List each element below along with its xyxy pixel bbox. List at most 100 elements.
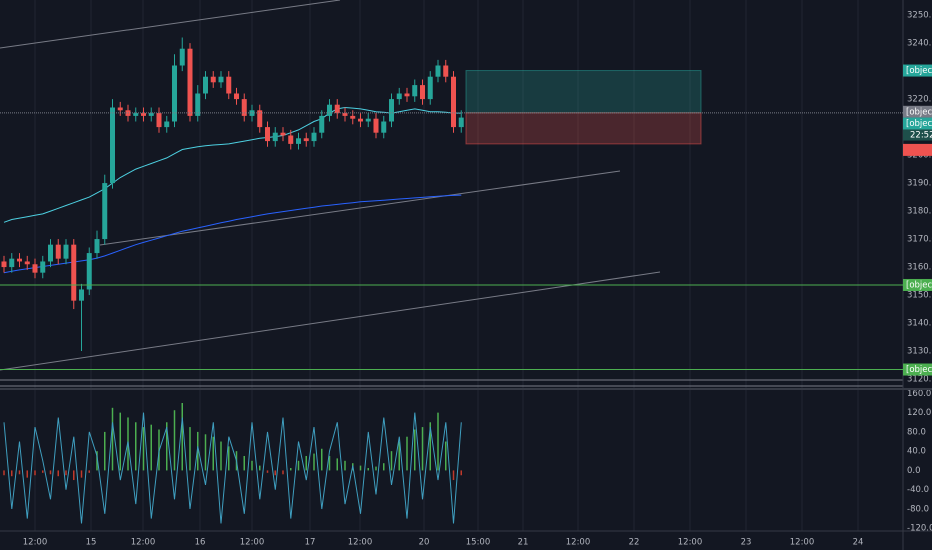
- candle-body: [1, 261, 7, 268]
- candle-body: [319, 115, 325, 133]
- candle-body: [427, 76, 433, 100]
- candle-body: [32, 264, 38, 273]
- candle-body: [257, 110, 263, 128]
- y-tick-label: 3120.0: [907, 375, 932, 385]
- candle-body: [358, 118, 363, 122]
- y-tick-label: 3180.0: [907, 207, 932, 217]
- profit-zone: [465, 70, 702, 114]
- candle-body: [102, 183, 108, 240]
- candle-body: [133, 113, 139, 116]
- price-marker: [903, 363, 932, 376]
- x-tick-label: 12:00: [790, 538, 815, 548]
- oscillator-line: [3, 412, 462, 524]
- y-tick-label: -40.0: [907, 485, 929, 495]
- price-marker: [903, 117, 932, 130]
- candle-body: [79, 289, 84, 301]
- y-tick-label: 3170.0: [907, 235, 932, 245]
- y-tick-label: 80.0: [907, 427, 926, 437]
- candle-body: [396, 93, 402, 100]
- candle-body: [141, 113, 146, 116]
- x-tick-label: 12:00: [240, 538, 265, 548]
- candle-body: [451, 76, 456, 128]
- candle-body: [458, 117, 464, 128]
- y-tick-label: 3240.0: [907, 39, 932, 49]
- trend-line: [0, 0, 341, 49]
- candle-body: [334, 104, 340, 114]
- price-marker-label: [object Object]: [906, 66, 932, 76]
- x-tick-label: 17: [305, 538, 316, 548]
- candle-body: [327, 104, 332, 116]
- x-tick-label: 15: [86, 538, 97, 548]
- x-tick-label: 15:00: [466, 538, 491, 548]
- price-marker-label: [object Object]: [906, 107, 932, 117]
- plot: [0, 37, 903, 524]
- x-tick-label: 21: [518, 538, 529, 548]
- x-tick-label: 23: [741, 538, 752, 548]
- candle-body: [265, 127, 270, 142]
- candle-body: [342, 113, 348, 116]
- candle-body: [226, 76, 232, 94]
- candle-body: [148, 113, 154, 116]
- candle-body: [9, 258, 15, 268]
- y-tick-label: -120.0: [907, 524, 932, 534]
- y-tick-label: 3250.0: [907, 11, 932, 21]
- candle-body: [71, 244, 77, 301]
- countdown: 22:52: [910, 131, 932, 141]
- candle-body: [117, 107, 123, 111]
- moving-average: [3, 194, 462, 274]
- candle-body: [412, 85, 418, 97]
- candle-body: [365, 118, 371, 122]
- trend-line: [99, 170, 621, 246]
- candle-body: [443, 65, 449, 77]
- candle-body: [94, 239, 100, 254]
- price-marker: [903, 278, 932, 291]
- candle-body: [272, 132, 278, 142]
- y-tick-label: 3190.0: [907, 179, 932, 189]
- candle-body: [187, 48, 193, 116]
- y-tick-label: 40.0: [907, 447, 926, 457]
- x-tick-label: 24: [853, 538, 864, 548]
- grid: 3250.03240.03220.03200.03190.03180.03170…: [23, 0, 932, 548]
- x-tick-label: 12:00: [131, 538, 156, 548]
- price-marker-label: [object Object]: [906, 365, 932, 375]
- candle-body: [203, 76, 208, 94]
- candle-body: [234, 93, 239, 100]
- x-tick-label: 12:00: [566, 538, 591, 548]
- candle-body: [48, 244, 53, 262]
- candle-body: [156, 113, 162, 128]
- candle-body: [288, 135, 294, 144]
- y-tick-label: 160.0: [907, 389, 931, 399]
- price-marker: [903, 105, 932, 118]
- countdown-box: [903, 129, 932, 141]
- axis-markers: [object Object] [object Object] [object Ob…: [903, 64, 932, 376]
- moving-average: [3, 106, 462, 223]
- candle-body: [164, 121, 170, 128]
- y-tick-label: 120.0: [907, 408, 931, 418]
- price-marker: [903, 64, 932, 77]
- candle-body: [55, 244, 61, 259]
- candle-body: [296, 138, 301, 144]
- candle-body: [404, 93, 410, 97]
- candle-body: [280, 132, 286, 136]
- x-tick-label: 12:00: [23, 538, 48, 548]
- x-tick-label: 20: [419, 538, 430, 548]
- y-tick-label: -80.0: [907, 504, 929, 514]
- x-tick-label: 16: [195, 538, 206, 548]
- candle-body: [210, 76, 216, 83]
- x-tick-label: 12:00: [348, 538, 373, 548]
- y-tick-label: 3150.0: [907, 291, 932, 301]
- loss-zone: [465, 112, 702, 145]
- candle-body: [63, 244, 69, 259]
- price-marker-label: [object Object]: [906, 119, 932, 129]
- candle-body: [218, 76, 224, 83]
- candle-body: [303, 138, 309, 142]
- price-marker: [903, 143, 932, 156]
- candle-body: [381, 121, 387, 133]
- y-tick-label: 0.0: [907, 466, 921, 476]
- y-tick-label: 3130.0: [907, 347, 932, 357]
- y-tick-label: 3140.0: [907, 319, 932, 329]
- y-tick-label: 3160.0: [907, 263, 932, 273]
- candle-body: [86, 253, 92, 290]
